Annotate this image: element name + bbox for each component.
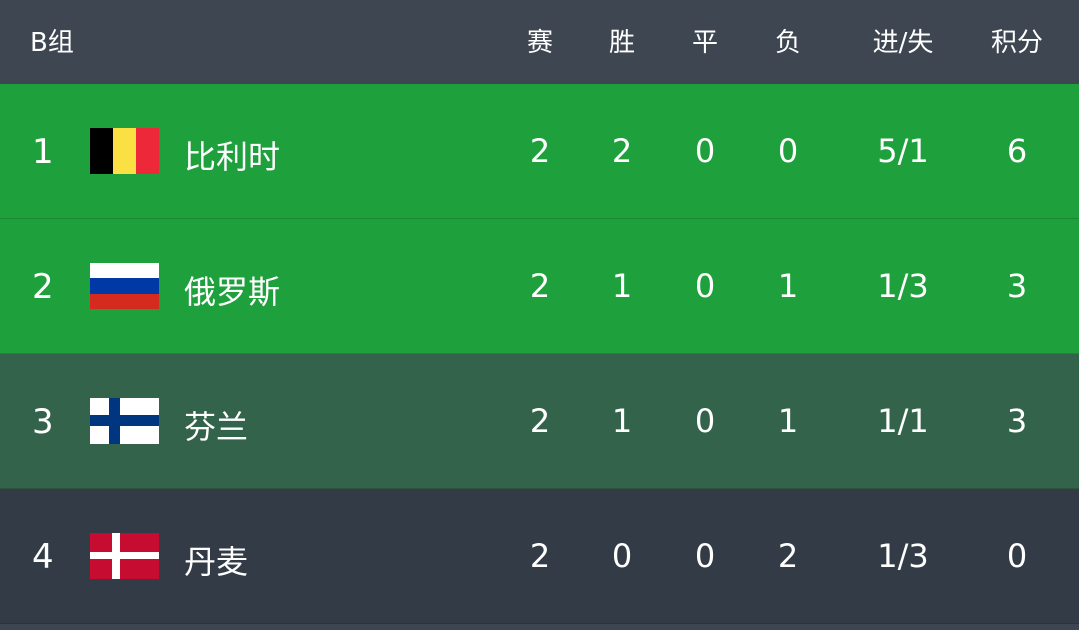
won-value: 1: [611, 267, 633, 305]
rank: 3: [32, 402, 54, 442]
russia-flag-icon: [90, 263, 159, 309]
group-title: B组: [30, 28, 74, 58]
col-lost: 负: [774, 28, 801, 58]
goals-value: 1/1: [877, 402, 929, 440]
lost-value: 1: [777, 402, 799, 440]
drawn-value: 0: [694, 537, 716, 575]
lost-value: 1: [777, 267, 799, 305]
col-played: 赛: [526, 28, 553, 58]
lost-value: 0: [777, 132, 799, 170]
won-value: 1: [611, 402, 633, 440]
goals-value: 1/3: [877, 537, 929, 575]
rank: 2: [32, 267, 54, 307]
lost-value: 2: [777, 537, 799, 575]
points-value: 6: [1006, 132, 1028, 170]
team-name: 芬兰: [184, 408, 249, 446]
col-points: 积分: [990, 28, 1043, 58]
drawn-value: 0: [694, 132, 716, 170]
team-name: 丹麦: [184, 543, 249, 581]
played-value: 2: [529, 537, 551, 575]
drawn-value: 0: [694, 267, 716, 305]
denmark-flag-icon: [90, 533, 159, 579]
rank: 4: [32, 537, 54, 577]
won-value: 0: [611, 537, 633, 575]
table-row[interactable]: 1 比利时 2 2 0 0 5/1 6: [0, 84, 1079, 219]
table-row[interactable]: 2 俄罗斯 2 1 0 1 1/3 3: [0, 219, 1079, 354]
team-name: 比利时: [184, 138, 281, 176]
rank: 1: [32, 132, 54, 172]
won-value: 2: [611, 132, 633, 170]
played-value: 2: [529, 132, 551, 170]
played-value: 2: [529, 402, 551, 440]
table-row[interactable]: 4 丹麦 2 0 0 2 1/3 0: [0, 489, 1079, 624]
table-header: B组 赛 胜 平 负 进/失 积分: [0, 0, 1079, 84]
belgium-flag-icon: [90, 128, 159, 174]
col-won: 胜: [608, 28, 635, 58]
col-goals: 进/失: [872, 28, 934, 58]
points-value: 3: [1006, 402, 1028, 440]
points-value: 0: [1006, 537, 1028, 575]
goals-value: 1/3: [877, 267, 929, 305]
finland-flag-icon: [90, 398, 159, 444]
goals-value: 5/1: [877, 132, 929, 170]
team-name: 俄罗斯: [184, 273, 281, 311]
table-row[interactable]: 3 芬兰 2 1 0 1 1/1 3: [0, 354, 1079, 489]
drawn-value: 0: [694, 402, 716, 440]
col-drawn: 平: [691, 28, 718, 58]
played-value: 2: [529, 267, 551, 305]
points-value: 3: [1006, 267, 1028, 305]
